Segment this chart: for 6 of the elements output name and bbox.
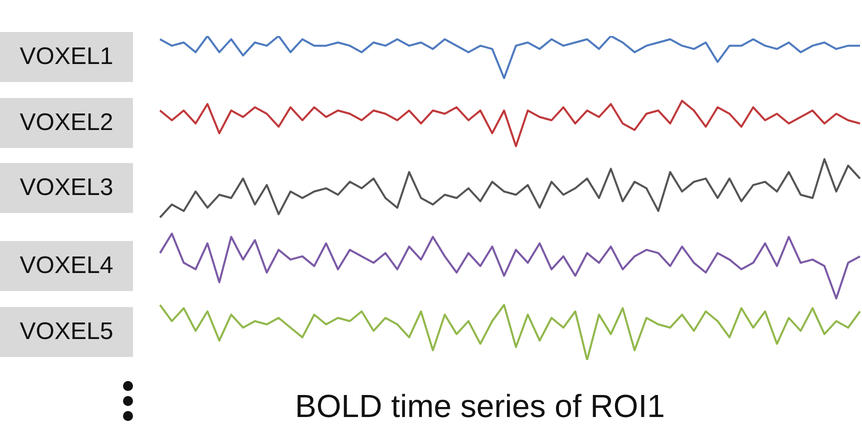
series-label: VOXEL1 — [0, 32, 133, 82]
text: VOXEL3 — [0, 163, 133, 214]
text: BOLD time series of ROI1 — [294, 388, 666, 425]
series-label: VOXEL2 — [0, 98, 133, 148]
series-label: VOXEL4 — [0, 241, 133, 292]
text: VOXEL5 — [0, 307, 133, 358]
